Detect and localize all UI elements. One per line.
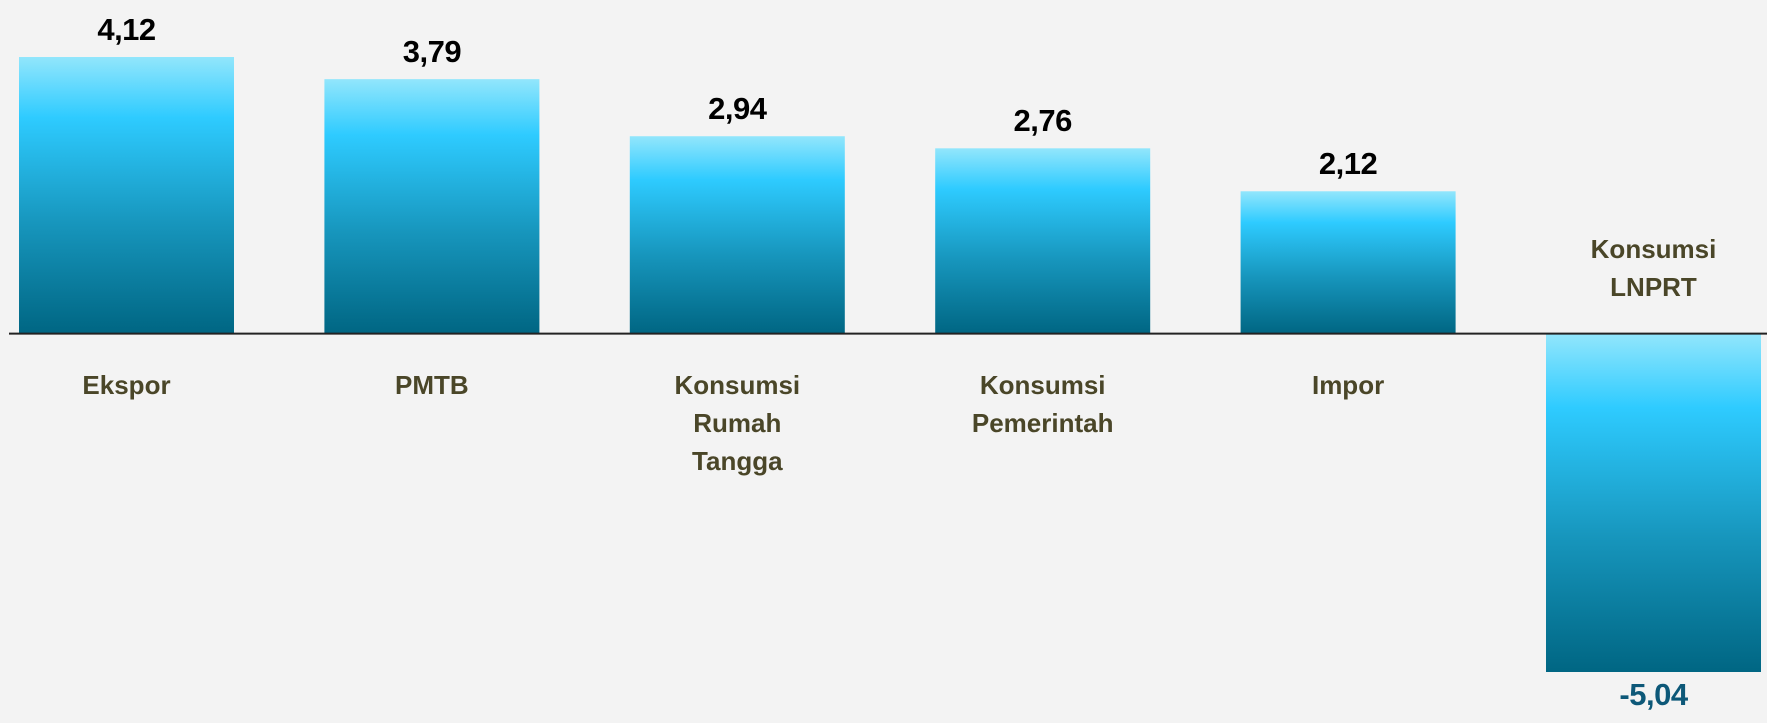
value-label: 2,94 [708,91,767,127]
value-label: 4,12 [97,12,156,47]
bar [935,148,1151,334]
value-label: 3,79 [402,34,462,70]
value-label: 2,76 [1013,103,1073,139]
value-label: -5,04 [1619,677,1688,712]
value-label: 2,12 [1318,146,1378,182]
category-label: PMTB [395,370,469,400]
category-label: Konsumsi LNPRT [1590,233,1717,302]
bar [19,57,234,334]
bar [1546,333,1761,672]
bar [1240,191,1456,334]
category-label: Konsumsi Pemerintah [971,370,1114,438]
category-label: Impor [1311,370,1385,400]
bar [324,79,540,334]
bar [629,136,845,334]
category-label: Ekspor [82,370,171,400]
category-label: Konsumsi Rumah Tangga [674,370,801,476]
